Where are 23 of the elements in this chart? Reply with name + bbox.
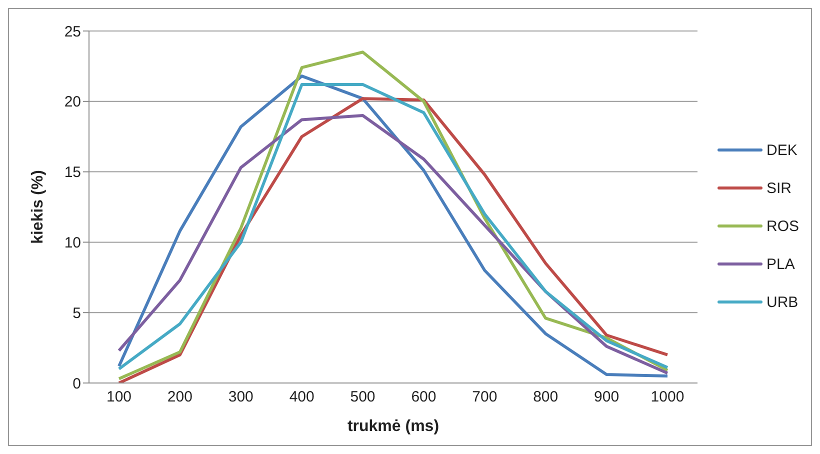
x-tick-label: 800 <box>533 388 558 406</box>
x-tick-label: 400 <box>289 388 314 406</box>
y-tick-label: 20 <box>64 94 81 111</box>
legend-label: DEK <box>766 142 798 158</box>
y-tick-label: 25 <box>64 23 81 40</box>
legend-label: SIR <box>766 180 792 196</box>
x-tick-label: 300 <box>228 388 254 406</box>
y-tick-label: 0 <box>72 375 81 392</box>
legend-label: URB <box>766 294 798 310</box>
y-tick-label: 5 <box>72 304 81 322</box>
x-tick-label: 600 <box>411 388 436 406</box>
y-axis-title: kiekis (%) <box>30 170 47 244</box>
x-axis-title: trukmė (ms) <box>347 418 440 435</box>
x-tick-label: 900 <box>594 388 620 406</box>
x-tick-label: 1000 <box>650 388 684 406</box>
y-tick-label: 15 <box>64 164 81 182</box>
x-tick-label: 700 <box>472 388 498 406</box>
legend-label: ROS <box>766 218 799 234</box>
y-tick-label: 10 <box>64 234 81 252</box>
x-tick-label: 500 <box>350 388 376 406</box>
x-tick-label: 200 <box>167 388 192 406</box>
x-tick-label: 100 <box>106 388 132 406</box>
legend-label: PLA <box>766 256 795 272</box>
